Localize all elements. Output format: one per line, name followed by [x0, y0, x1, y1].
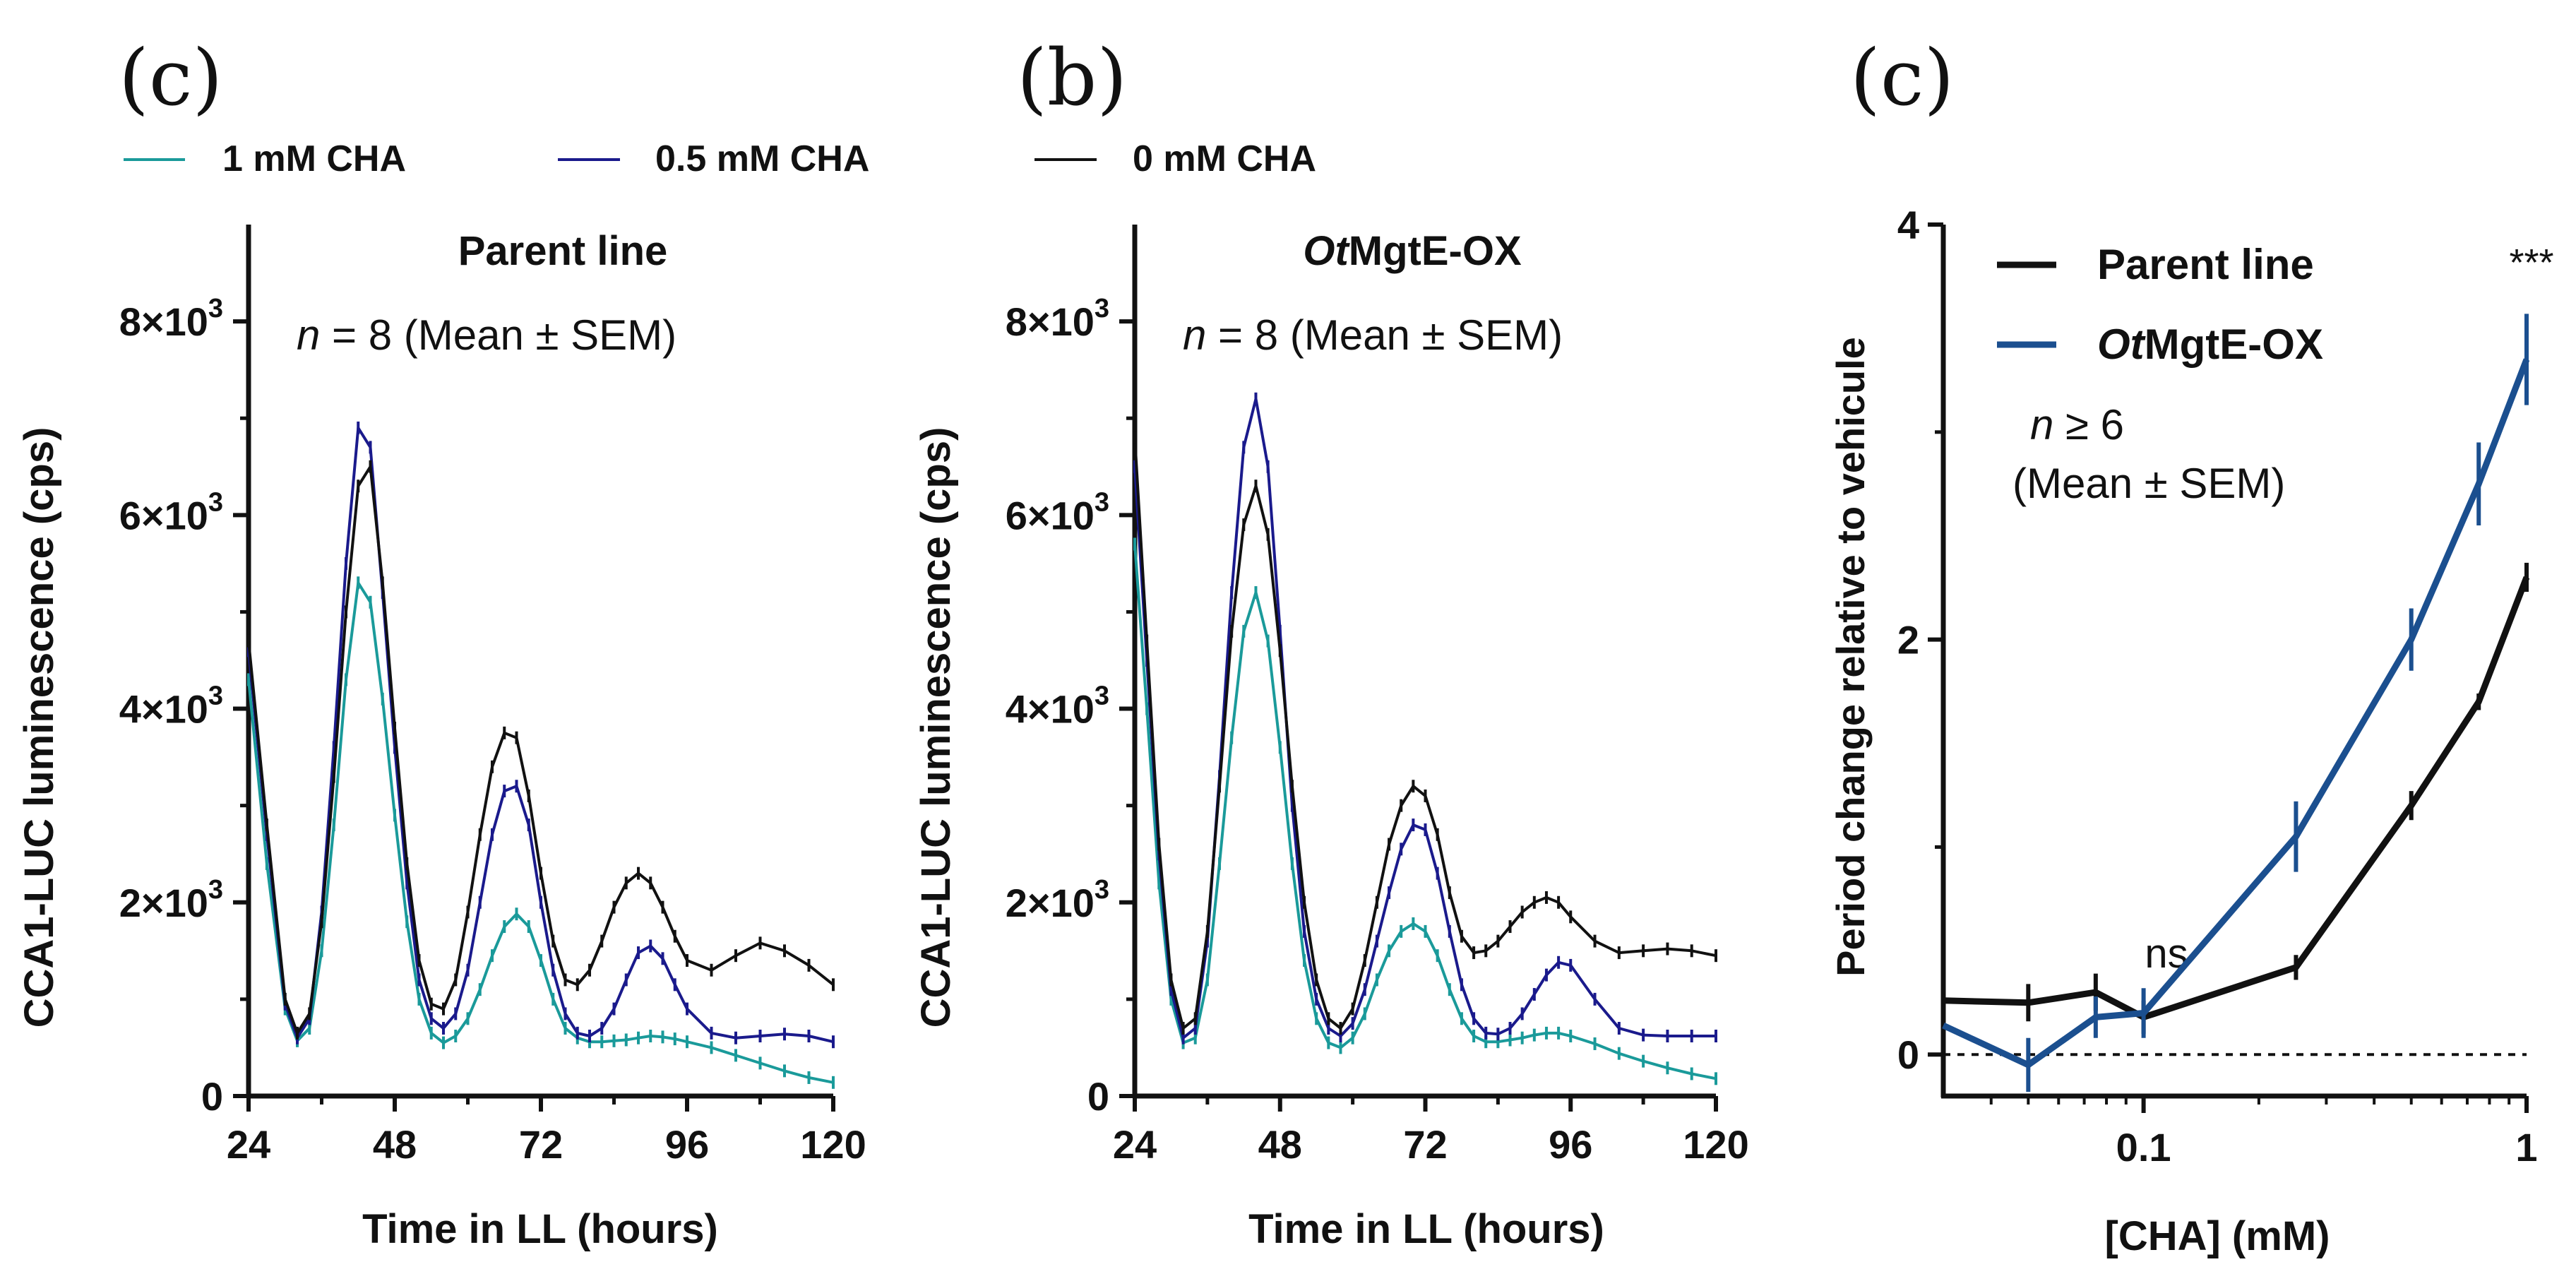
- panel1-xlabel: Time in LL (hours): [362, 1206, 718, 1252]
- panel3-xlabel: [CHA] (mM): [2105, 1213, 2330, 1259]
- panel1-series-line-zero_mM: [247, 465, 835, 1035]
- panel3-series-line-parent: [1943, 576, 2530, 1020]
- panel-ox-line: OtMgtE-OX n = 8 (Mean ± SEM) CCA1-LUC lu…: [913, 225, 1749, 1252]
- panel1-y-tick-label: 4×103: [119, 681, 223, 732]
- panel1-y-tick-base: 4×10: [119, 687, 208, 732]
- panel2-title: OtMgtE-OX: [1303, 228, 1522, 274]
- panel-label-1: (c): [119, 32, 222, 123]
- panel1-ylabel: CCA1-LUC luminescence (cps): [16, 427, 62, 1028]
- panel3-y-tick-label: 4: [1897, 203, 1919, 247]
- panel3-legend-ox: OtMgtE-OX: [2097, 321, 2323, 368]
- panel2-annotation-n: n: [1183, 311, 1206, 359]
- panel1-annotation-n: n: [297, 311, 320, 359]
- panel-parent-line: Parent line n = 8 (Mean ± SEM) CCA1-LUC …: [16, 225, 866, 1252]
- panel1-y-tick-exp: 3: [208, 875, 223, 905]
- panel2-x-tick-label: 72: [1403, 1122, 1447, 1167]
- panel1-y-tick-base: 0: [201, 1074, 223, 1119]
- panel3-x-tick-label: 0.1: [2116, 1125, 2171, 1169]
- panel2-title-italic: Ot: [1303, 228, 1350, 274]
- panel2-title-rest: MgtE-OX: [1349, 228, 1522, 274]
- panel1-y-tick-exp: 3: [208, 294, 223, 323]
- panel1-x-tick-label: 24: [227, 1122, 270, 1167]
- panel3-y-tick-label: 0: [1897, 1032, 1919, 1077]
- panel2-y-tick-label: 2×103: [1006, 875, 1109, 925]
- panel3-legend-parent: Parent line: [2097, 241, 2314, 288]
- panel3-series-line-ox: [1942, 358, 2530, 1068]
- panel3-ylabel: Period change relative to vehicule: [1828, 337, 1873, 977]
- legend-label-half-mM: 0.5 mM CHA: [655, 138, 869, 179]
- legend-label-1mM: 1 mM CHA: [222, 138, 406, 179]
- panel1-y-tick-label: 8×103: [119, 294, 223, 344]
- panel1-title: Parent line: [458, 228, 668, 274]
- panel1-x-tick-label: 120: [800, 1122, 866, 1167]
- panel1-y-tick-label: 2×103: [119, 875, 223, 925]
- panel1-annotation: n = 8 (Mean ± SEM): [297, 311, 676, 359]
- panel1-series-line-one_mM: [247, 581, 834, 1084]
- panel3-sig-label: ***: [2509, 242, 2553, 284]
- panel1-y-tick-exp: 3: [208, 681, 223, 711]
- panel2-x-tick-label: 48: [1258, 1122, 1302, 1167]
- panel1-y-tick-base: 2×10: [119, 881, 208, 925]
- panel3-legend-ox-rest: MgtE-OX: [2145, 321, 2323, 368]
- panel2-y-tick-exp: 3: [1095, 875, 1109, 905]
- panel2-series-line-half_mM: [1133, 397, 1716, 1040]
- panel2-y-tick-base: 4×10: [1006, 687, 1095, 732]
- panel1-y-tick-label: 0: [201, 1074, 223, 1119]
- panel2-y-tick-label: 6×103: [1006, 487, 1109, 537]
- panel1-y-tick-base: 6×10: [119, 493, 208, 537]
- panel2-y-tick-label: 4×103: [1006, 681, 1109, 732]
- panel-label-3: (c): [1850, 32, 1954, 123]
- panel3-x-tick-label: 1: [2515, 1125, 2537, 1169]
- panel2-series-line-one_mM: [1133, 544, 1717, 1080]
- panel2-ylabel: CCA1-LUC luminescence (cps): [913, 427, 959, 1028]
- panel2-y-tick-exp: 3: [1095, 681, 1109, 711]
- panel2-annotation-rest: = 8 (Mean ± SEM): [1206, 311, 1563, 359]
- panel2-y-tick-label: 0: [1087, 1074, 1109, 1119]
- panel2-y-tick-base: 2×10: [1006, 881, 1095, 925]
- panel1-x-tick-label: 96: [665, 1122, 709, 1167]
- legend-label-0mM: 0 mM CHA: [1133, 138, 1316, 179]
- panel2-annotation: n = 8 (Mean ± SEM): [1183, 311, 1563, 359]
- panel1-annotation-rest: = 8 (Mean ± SEM): [320, 311, 676, 359]
- panel2-y-tick-base: 0: [1087, 1074, 1109, 1119]
- panel3-annotation-n-rest: ≥ 6: [2053, 401, 2124, 448]
- panel3-y-tick-label: 2: [1897, 618, 1919, 662]
- panel1-x-tick-label: 48: [373, 1122, 417, 1167]
- panel1-y-tick-exp: 3: [208, 487, 223, 517]
- panel-label-2: (b): [1017, 32, 1127, 123]
- panel2-x-tick-label: 120: [1683, 1122, 1748, 1167]
- panel2-y-tick-label: 8×103: [1006, 294, 1109, 344]
- panel1-y-tick-base: 8×10: [119, 299, 208, 344]
- panel2-y-tick-exp: 3: [1095, 294, 1109, 323]
- panel2-y-tick-base: 6×10: [1006, 493, 1095, 537]
- panel2-y-tick-exp: 3: [1095, 487, 1109, 517]
- panel3-annotation-n-italic: n: [2030, 401, 2053, 448]
- panel1-series-line-half_mM: [247, 426, 834, 1044]
- panel1-x-tick-label: 72: [519, 1122, 563, 1167]
- panel2-x-tick-label: 24: [1113, 1122, 1157, 1167]
- panel3-annotation-stats: (Mean ± SEM): [2012, 460, 2285, 507]
- panel-period-change: Period change relative to vehicule [CHA]…: [1828, 203, 2554, 1259]
- panel2-xlabel: Time in LL (hours): [1248, 1206, 1604, 1252]
- panel3-annotation-n: n ≥ 6: [2030, 401, 2124, 448]
- panel2-y-tick-base: 8×10: [1006, 299, 1095, 344]
- panel2-x-tick-label: 96: [1549, 1122, 1592, 1167]
- top-legend: 1 mM CHA 0.5 mM CHA 0 mM CHA: [124, 138, 1316, 179]
- panel3-legend-ox-italic: Ot: [2097, 321, 2147, 368]
- panel1-y-tick-label: 6×103: [119, 487, 223, 537]
